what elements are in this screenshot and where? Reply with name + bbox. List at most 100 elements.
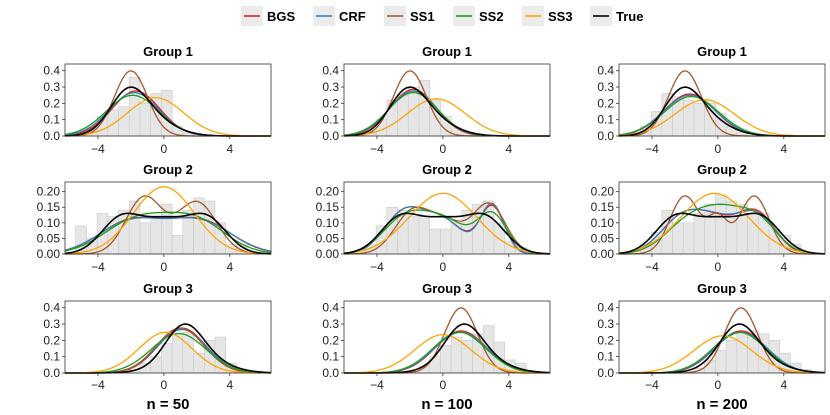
histogram-bar — [139, 103, 151, 137]
y-tick-label: 0.2 — [43, 96, 60, 110]
y-tick-label: 0.15 — [316, 200, 340, 214]
histogram-bar — [118, 106, 130, 137]
histogram-bar — [672, 222, 684, 255]
curve-ss2 — [64, 211, 272, 254]
x-tick-label: −4 — [370, 378, 384, 392]
panel-title: Group 3 — [143, 281, 193, 296]
legend-item-ss3: SS3 — [522, 6, 573, 26]
curve-true — [64, 212, 272, 255]
panel-r1-c3: Group 1 0.0 0.1 0.2 0.3 0.4 −4 0 4 — [597, 44, 826, 156]
histogram-bar — [725, 200, 738, 255]
y-tick-label: 0.1 — [43, 113, 60, 127]
curve-ss3 — [343, 192, 551, 255]
y-tick-label: 0.1 — [43, 350, 60, 364]
panel-r2-c3: Group 2 0.00 0.050.10 0.150.20 −4 0 4 — [591, 162, 826, 274]
y-tick-label: 0.3 — [43, 80, 60, 94]
panel-r3-c2: Group 3 0.0 0.1 0.2 0.3 0.4 −4 0 4 — [322, 281, 551, 392]
curve-true — [343, 212, 551, 255]
x-tick-label: 4 — [780, 378, 787, 392]
panel-frame — [64, 300, 272, 374]
x-tick-label: 0 — [715, 142, 722, 156]
y-tick-label: 0.00 — [316, 247, 340, 261]
panel-title: Group 1 — [697, 44, 747, 59]
x-tick-label: 0 — [440, 260, 447, 274]
histogram-bar — [440, 228, 452, 255]
x-tick-label: 4 — [505, 260, 512, 274]
histogram-bar — [193, 353, 205, 374]
y-tick-label: 0.15 — [37, 200, 61, 214]
x-tick-label: 4 — [226, 378, 233, 392]
panel-frame — [343, 300, 551, 374]
histogram-bar — [429, 228, 441, 255]
column-title-1: n = 50 — [147, 396, 190, 413]
x-tick-label: 0 — [161, 378, 168, 392]
column-titles: n = 50 n = 100 n = 200 — [147, 396, 748, 413]
histogram-bar — [747, 213, 759, 255]
histogram-bar — [440, 344, 452, 374]
histogram-bar — [472, 203, 484, 255]
x-tick-label: −4 — [91, 142, 105, 156]
panel-frame — [618, 181, 826, 255]
y-tick-label: 0.2 — [43, 333, 60, 347]
legend-label: SS3 — [548, 9, 573, 24]
panel-frame — [618, 63, 826, 137]
x-tick-label: 4 — [780, 142, 787, 156]
y-tick-label: 0.0 — [322, 129, 339, 143]
curve-ss1 — [619, 195, 825, 255]
histogram-bar — [139, 222, 151, 255]
x-tick-label: 0 — [161, 260, 168, 274]
histogram-bar — [397, 94, 409, 137]
curve-ss3 — [618, 192, 826, 255]
x-tick-label: 4 — [780, 260, 787, 274]
y-tick-label: 0.1 — [597, 350, 614, 364]
histogram-bar — [450, 336, 463, 374]
y-tick-label: 0.0 — [597, 129, 614, 143]
legend-item-ss2: SS2 — [453, 6, 504, 26]
y-tick-label: 0.05 — [37, 231, 61, 245]
histogram-bar — [107, 109, 119, 137]
x-tick-label: −4 — [91, 378, 105, 392]
y-tick-label: 0.1 — [322, 113, 339, 127]
histogram-bar — [161, 343, 173, 374]
histogram-bar — [418, 80, 430, 137]
panel-r2-c1: Group 2 0.00 0.050.10 0.150.20 −4 0 4 — [37, 162, 272, 274]
legend-label: SS1 — [410, 9, 435, 24]
y-tick-label: 0.00 — [37, 247, 61, 261]
y-tick-label: 0.20 — [37, 185, 61, 199]
panel-frame — [64, 181, 272, 255]
panel-frame — [343, 181, 551, 255]
histogram-bar — [725, 340, 738, 374]
curve-ss3 — [618, 335, 826, 374]
y-tick-label: 0.10 — [316, 216, 340, 230]
x-tick-label: 0 — [715, 260, 722, 274]
panel-title: Group 3 — [697, 281, 747, 296]
panel-r3-c3: Group 3 0.0 0.1 0.2 0.3 0.4 −4 0 4 — [597, 281, 826, 392]
histogram-bar — [128, 200, 141, 255]
y-tick-label: 0.00 — [591, 247, 615, 261]
y-tick-label: 0.2 — [597, 96, 614, 110]
y-tick-label: 0.4 — [322, 301, 339, 315]
curve-ss3 — [343, 334, 550, 374]
curve-true — [618, 212, 826, 255]
x-tick-label: 0 — [161, 142, 168, 156]
x-tick-label: 4 — [226, 142, 233, 156]
y-tick-label: 0.1 — [322, 350, 339, 364]
legend-label: True — [616, 9, 643, 24]
y-tick-label: 0.0 — [43, 129, 60, 143]
curve-ss2 — [618, 203, 826, 255]
histogram-bar — [693, 103, 705, 137]
x-tick-label: −4 — [370, 142, 384, 156]
legend-label: BGS — [267, 9, 296, 24]
histogram-bar — [693, 213, 705, 255]
legend-label: CRF — [339, 9, 366, 24]
histogram-bar — [193, 197, 205, 255]
y-tick-label: 0.20 — [316, 185, 340, 199]
panel-r3-c1: Group 3 0.0 0.1 0.2 0.3 0.4 −4 0 4 — [43, 281, 272, 392]
y-tick-label: 0.4 — [597, 301, 614, 315]
y-tick-label: 0.3 — [597, 80, 614, 94]
histogram-bar — [171, 234, 184, 255]
x-tick-label: 0 — [440, 142, 447, 156]
y-tick-label: 0.1 — [597, 113, 614, 127]
x-tick-label: −4 — [645, 260, 659, 274]
